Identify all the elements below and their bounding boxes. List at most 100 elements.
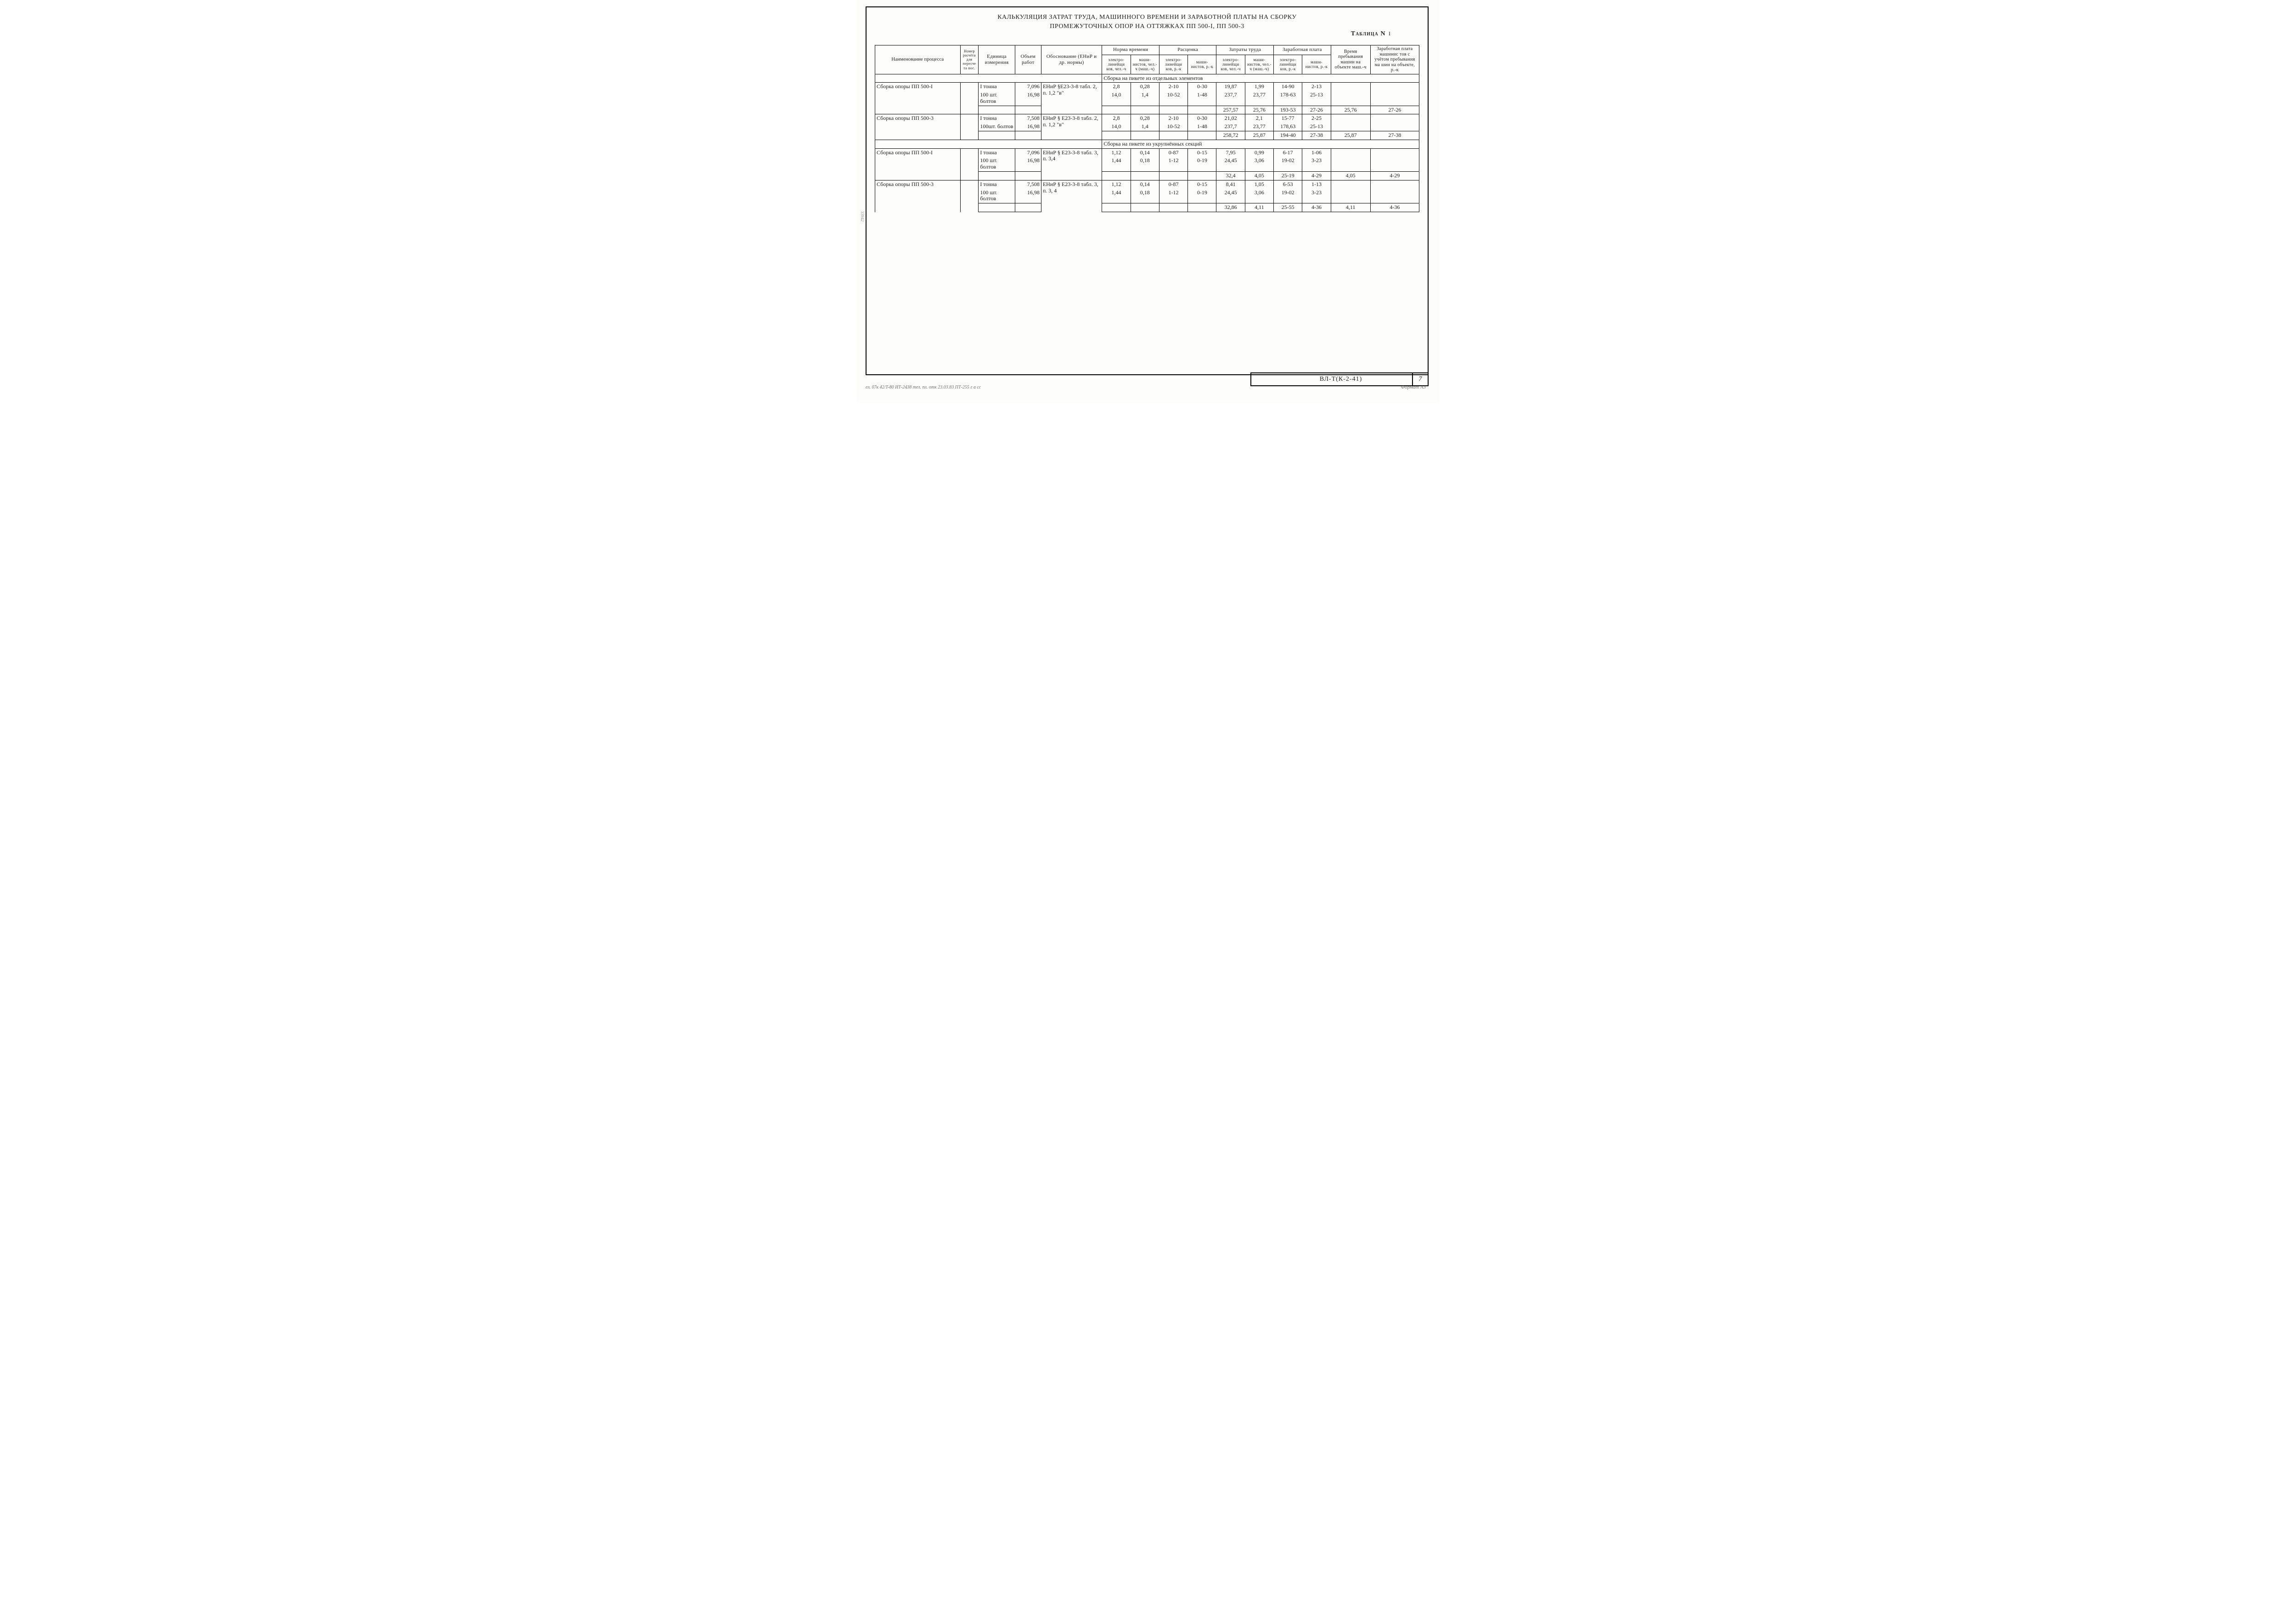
title-block: КАЛЬКУЛЯЦИЯ ЗАТРАТ ТРУДА, МАШИННОГО ВРЕМ… [867,7,1428,30]
cell: I тонна [979,83,1015,91]
cell [1331,148,1370,171]
cell: 27-38 [1302,131,1331,140]
margin-scribble-bottom: ел. 07к 42/T-80 ИТ-2438 тел. пл. отк 23.… [866,385,981,390]
table-row: Сборка опоры ПП 500-II тонна7,096ЕНиР § … [875,148,1419,157]
calculation-table: Наименование процесса Номер расчёта для … [875,45,1419,212]
section-row: Сборка на пикете из отдельных элементов [875,74,1419,83]
footer-code: ВЛ-Т(К-2-41) [1270,373,1413,385]
cell: 4-36 [1370,203,1419,212]
cell: 23,77 [1245,91,1273,106]
cell: 6-53 [1274,180,1302,188]
cell: 1,12 [1102,180,1131,188]
cell: 4-29 [1370,172,1419,180]
cell [875,140,1102,148]
cell: 1-13 [1302,180,1331,188]
col-vol: Объем работ [1015,45,1041,74]
cell: 10-52 [1159,91,1187,106]
cell: 24,45 [1216,189,1245,203]
title-line-2: ПРОМЕЖУТОЧНЫХ ОПОР НА ОТТЯЖКАХ ПП 500-I,… [867,23,1428,30]
cell [1188,203,1216,212]
cell [1131,106,1159,114]
cell [1015,106,1041,114]
cell [960,180,979,212]
cell: 27-26 [1370,106,1419,114]
sub-pay-mash: маши- нистов, р.-к [1302,55,1331,74]
cell: Сборка опоры ПП 500-I [875,148,961,180]
footer-page: 7 [1413,373,1428,385]
cell [1331,180,1370,203]
cell: 19-02 [1274,189,1302,203]
cell: 1,4 [1131,91,1159,106]
cell: 1-48 [1188,91,1216,106]
cell [979,131,1015,140]
cell: 193-53 [1274,106,1302,114]
cell: 4,11 [1331,203,1370,212]
cell: 15-77 [1274,114,1302,123]
cell: 0,28 [1131,114,1159,123]
margin-scribble-right: Формат АЗ [1401,384,1426,390]
cell: 0-15 [1188,180,1216,188]
table-head: Наименование процесса Номер расчёта для … [875,45,1419,74]
cell: 1,4 [1131,123,1159,131]
cell: 16,98 [1015,157,1041,171]
cell: 32,86 [1216,203,1245,212]
cell: 100шт. болтов [979,123,1015,131]
cell [1188,131,1216,140]
table-row: Сборка опоры ПП 500-II тонна7,096ЕНиР §Е… [875,83,1419,91]
cell [1370,148,1419,171]
cell: 14,0 [1102,91,1131,106]
cell: 14,0 [1102,123,1131,131]
margin-scribble-left: 33942 [857,211,865,349]
cell: 1-48 [1188,123,1216,131]
colgrp-pay: Заработная плата [1274,45,1331,55]
cell: 16,98 [1015,123,1041,131]
cell [960,148,979,180]
cell: 7,096 [1015,148,1041,157]
sub-norm-el: электро- линейщи ков, чел.-ч [1102,55,1131,74]
colgrp-cost: Затраты труда [1216,45,1274,55]
cell [1015,172,1041,180]
cell [1131,131,1159,140]
cell: 2-10 [1159,83,1187,91]
cell: Сборка опоры ПП 500-3 [875,180,961,212]
cell: 2-25 [1302,114,1331,123]
section-label: Сборка на пикете из укрупнённых секций [1102,140,1419,148]
cell [960,114,979,140]
cell: 25,76 [1245,106,1273,114]
cell: 1,44 [1102,157,1131,171]
table-label-text: Таблица N [1351,30,1386,37]
section-row: Сборка на пикете из укрупнённых секций [875,140,1419,148]
cell: 16,98 [1015,189,1041,203]
cell [1131,203,1159,212]
cell: 1,99 [1245,83,1273,91]
sub-cost-el: электро- линейщи ков, чел.-ч [1216,55,1245,74]
cell: 25-55 [1274,203,1302,212]
cell: ЕНиР § Е23-3-8 табл. 3, п. 3,4 [1041,148,1102,180]
cell: 25-13 [1302,91,1331,106]
cell: 178,63 [1274,123,1302,131]
cell: 1,05 [1245,180,1273,188]
cell: 2,8 [1102,114,1131,123]
cell: 0,99 [1245,148,1273,157]
cell: 7,508 [1015,114,1041,123]
col-unit: Единица измерения [979,45,1015,74]
cell: 237,7 [1216,123,1245,131]
cell: 25,87 [1245,131,1273,140]
colgrp-norm: Норма времени [1102,45,1159,55]
cell: 4-36 [1302,203,1331,212]
table-label: Таблица N I [1351,30,1391,38]
cell: 25,76 [1331,106,1370,114]
cell: 19,87 [1216,83,1245,91]
cell: 1,44 [1102,189,1131,203]
cell: 237,7 [1216,91,1245,106]
cell: ЕНиР §Е23-3-8 табл. 2, п. 1,2 "в" [1041,83,1102,114]
cell [1102,106,1131,114]
cell: 10-52 [1159,123,1187,131]
cell: 25-19 [1274,172,1302,180]
col-pay-mach: Заработная плата машинис тов с учётом пр… [1370,45,1419,74]
cell: 178-63 [1274,91,1302,106]
cell [1159,203,1187,212]
cell [1370,114,1419,131]
cell: ЕНиР § Е23-3-8 табл. 3, п. 3, 4 [1041,180,1102,212]
cell: I тонна [979,180,1015,188]
